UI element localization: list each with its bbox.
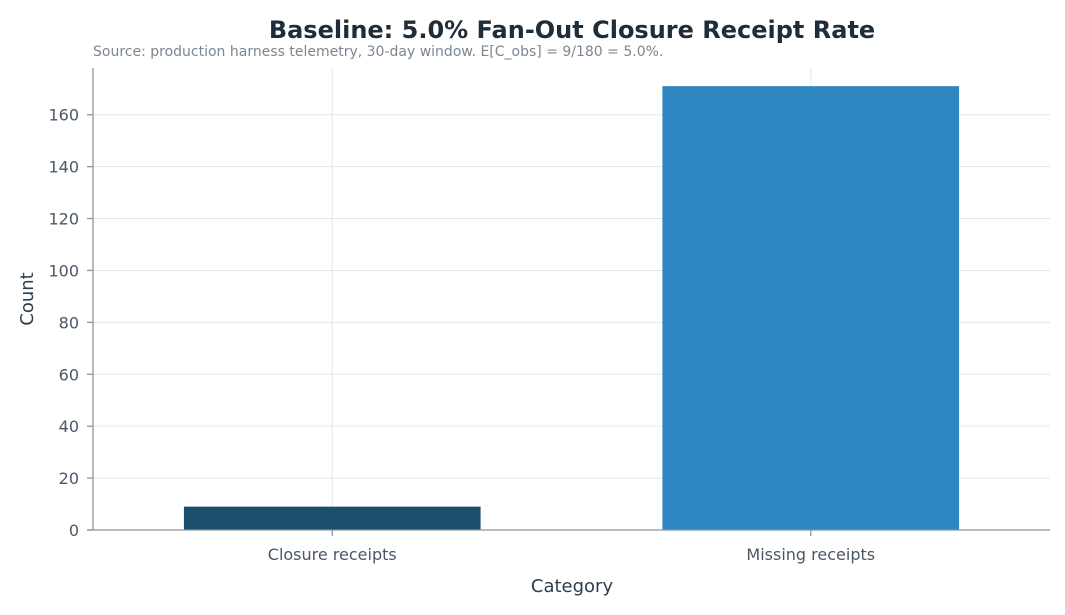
y-tick-label: 160 [48,106,79,125]
y-tick-label: 40 [59,417,79,436]
y-tick-label: 80 [59,313,79,332]
x-tick-label: Closure receipts [268,545,397,564]
bar-closure-receipts [183,506,481,530]
y-tick-label: 100 [48,261,79,280]
chart-subtitle: Source: production harness telemetry, 30… [93,44,663,60]
gridlines [93,68,1050,530]
y-tick-label: 120 [48,210,79,229]
chart-title: Baseline: 5.0% Fan-Out Closure Receipt R… [269,16,875,44]
x-tick-label: Missing receipts [746,545,875,564]
tick-labels: 0 20 40 60 80 100 120 140 160 Closure receipts Mis… [48,106,875,564]
bars [183,86,960,530]
y-axis-title: Count [17,272,38,325]
bar-missing-receipts [662,86,960,530]
x-axis-title: Category [531,576,614,597]
y-tick-label: 0 [69,521,79,540]
y-tick-label: 60 [59,365,79,384]
y-tick-label: 20 [59,469,79,488]
axes [87,68,1050,536]
y-tick-label: 140 [48,158,79,177]
